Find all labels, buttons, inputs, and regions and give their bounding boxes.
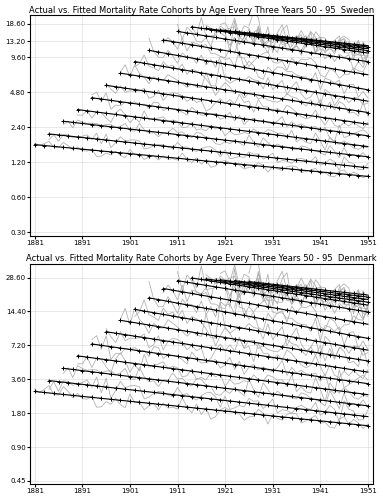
Title: Actual vs. Fitted Mortality Rate Cohorts by Age Every Three Years 50 - 95  Swede: Actual vs. Fitted Mortality Rate Cohorts… — [29, 6, 374, 15]
Title: Actual vs. Fitted Mortality Rate Cohorts by Age Every Three Years 50 - 95  Denma: Actual vs. Fitted Mortality Rate Cohorts… — [26, 254, 376, 263]
